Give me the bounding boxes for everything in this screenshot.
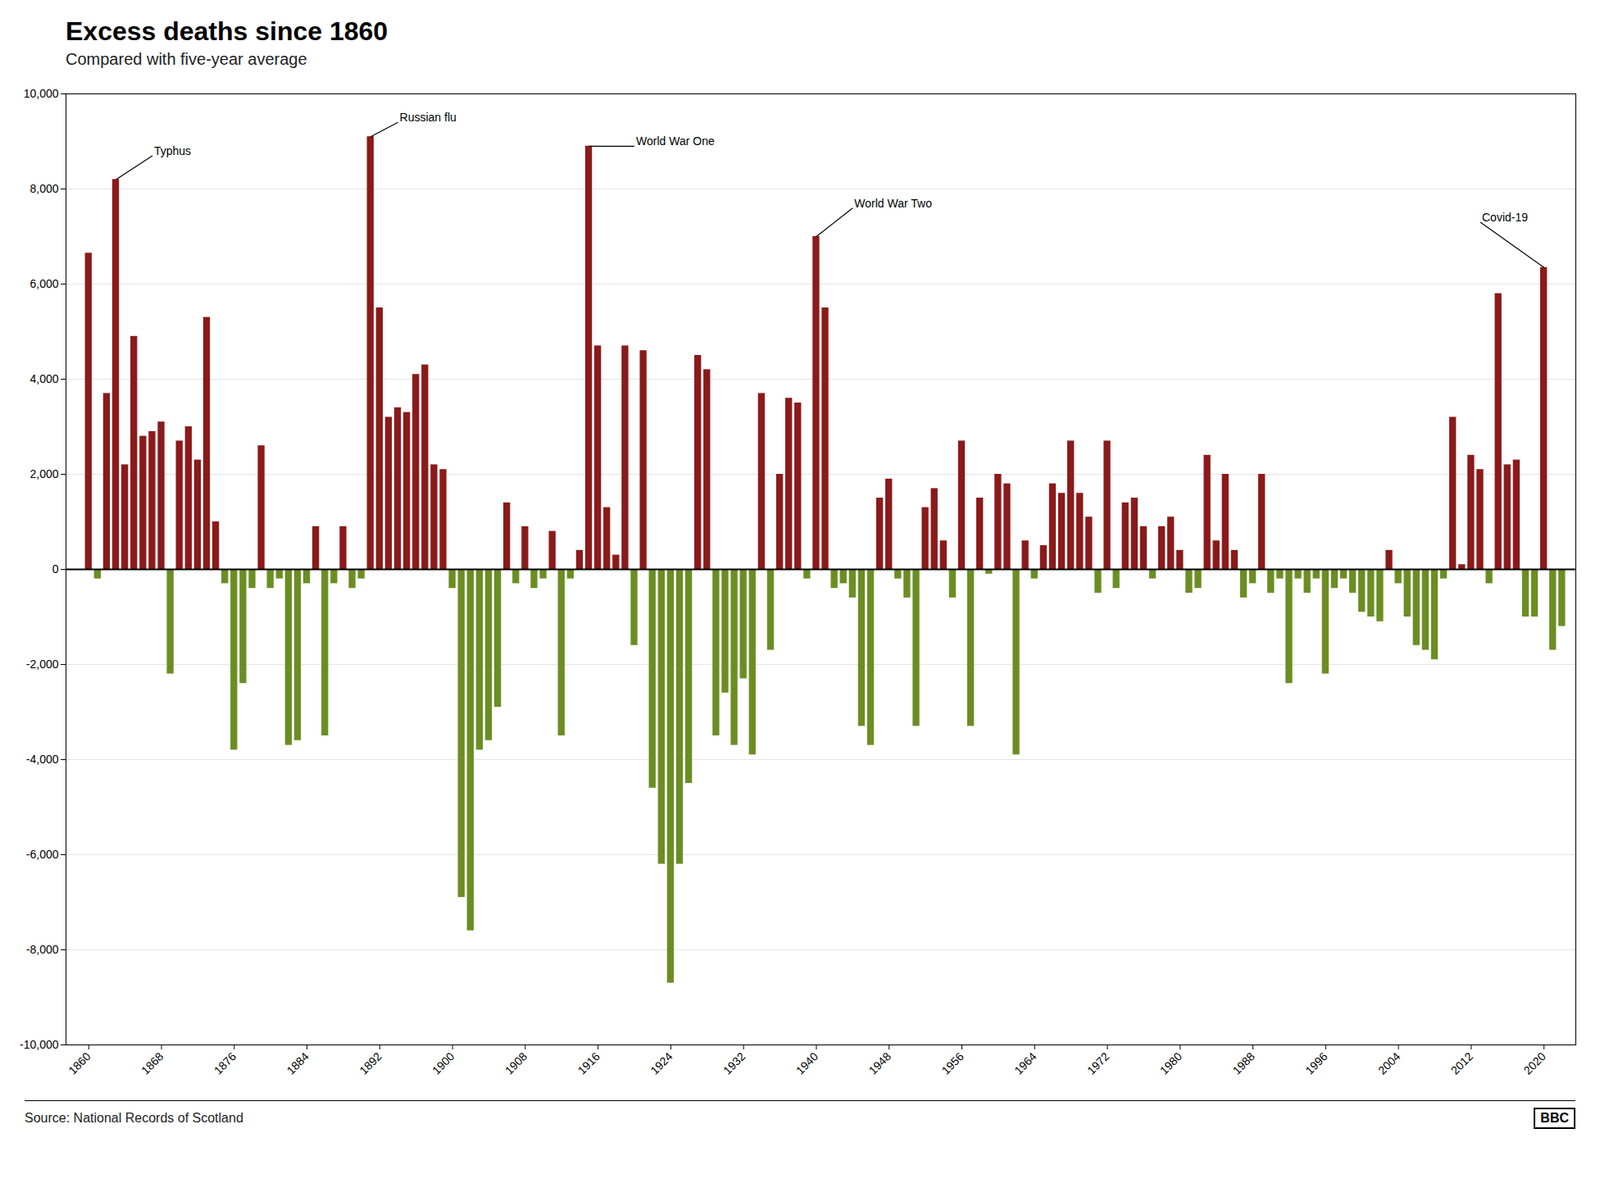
svg-text:1972: 1972: [1084, 1049, 1112, 1077]
svg-text:-8,000: -8,000: [26, 942, 60, 956]
svg-text:World War Two: World War Two: [854, 196, 932, 210]
svg-text:Covid-19: Covid-19: [1481, 210, 1528, 224]
svg-text:1876: 1876: [211, 1049, 239, 1077]
svg-text:2020: 2020: [1521, 1049, 1549, 1077]
svg-text:1908: 1908: [502, 1049, 530, 1077]
svg-text:1900: 1900: [429, 1049, 457, 1077]
svg-text:4,000: 4,000: [29, 372, 59, 386]
svg-text:1892: 1892: [356, 1049, 384, 1077]
svg-text:1932: 1932: [720, 1049, 748, 1077]
svg-text:1860: 1860: [65, 1049, 93, 1077]
svg-text:2012: 2012: [1448, 1049, 1476, 1077]
svg-text:2,000: 2,000: [29, 467, 59, 481]
svg-text:1996: 1996: [1302, 1049, 1330, 1077]
svg-text:Typhus: Typhus: [154, 144, 191, 158]
svg-text:2004: 2004: [1375, 1049, 1403, 1077]
html-text:Source: National Records of Sc: Source: National Records of Scotland: [24, 1110, 244, 1125]
html-text:BBC: BBC: [1540, 1110, 1569, 1125]
svg-text:Russian flu: Russian flu: [400, 110, 457, 124]
svg-text:8,000: 8,000: [29, 181, 59, 196]
svg-text:1884: 1884: [283, 1049, 311, 1077]
svg-text:1948: 1948: [866, 1049, 894, 1077]
svg-text:1980: 1980: [1157, 1049, 1185, 1077]
svg-text:1924: 1924: [647, 1049, 675, 1077]
svg-text:0: 0: [52, 562, 60, 576]
svg-text:World War One: World War One: [636, 134, 715, 148]
svg-text:-6,000: -6,000: [26, 847, 60, 861]
svg-text:-10,000: -10,000: [19, 1037, 60, 1051]
svg-text:-2,000: -2,000: [26, 657, 60, 671]
svg-text:1940: 1940: [793, 1049, 821, 1077]
html-text:Compared with five-year averag: Compared with five-year average: [65, 50, 308, 69]
svg-text:1988: 1988: [1230, 1049, 1258, 1077]
svg-text:10,000: 10,000: [23, 86, 60, 100]
svg-text:1916: 1916: [575, 1049, 603, 1077]
svg-text:1964: 1964: [1011, 1049, 1039, 1077]
svg-text:6,000: 6,000: [29, 277, 59, 291]
html-text:Excess deaths since 1860: Excess deaths since 1860: [65, 16, 388, 46]
svg-text:1868: 1868: [138, 1049, 166, 1077]
svg-text:-4,000: -4,000: [26, 752, 60, 766]
svg-text:1956: 1956: [938, 1049, 966, 1077]
